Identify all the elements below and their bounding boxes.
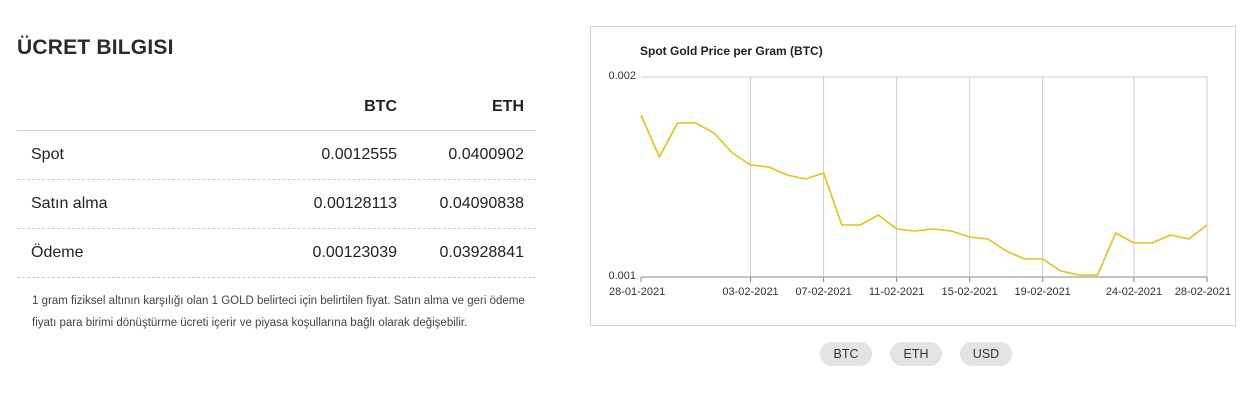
x-tick-label: 19-02-2021 xyxy=(1015,286,1071,298)
y-tick-label: 0.001 xyxy=(608,270,636,282)
header-eth: ETH xyxy=(492,98,524,115)
table-header-row: BTC ETH xyxy=(17,84,536,131)
chart-title: Spot Gold Price per Gram (BTC) xyxy=(640,44,823,58)
btc-value: 0.00123039 xyxy=(312,244,397,261)
chart-box: Spot Gold Price per Gram (BTC) 28-01-2021… xyxy=(590,26,1236,326)
x-tick-label: 15-02-2021 xyxy=(942,286,998,298)
y-tick-label: 0.002 xyxy=(608,70,636,82)
x-tick-label: 11-02-2021 xyxy=(869,286,924,298)
x-tick-label: 28-01-2021 xyxy=(609,286,665,298)
btc-button[interactable]: BTC xyxy=(820,342,872,366)
row-label: Ödeme xyxy=(31,244,84,261)
x-tick-label: 24-02-2021 xyxy=(1106,286,1162,298)
eth-value: 0.03928841 xyxy=(439,244,524,261)
row-label: Spot xyxy=(31,146,64,163)
usd-button[interactable]: USD xyxy=(960,342,1012,366)
btc-value: 0.0012555 xyxy=(321,146,397,163)
row-label: Satın alma xyxy=(31,195,108,212)
x-tick-label: 07-02-2021 xyxy=(795,286,851,298)
currency-buttons: BTC ETH USD xyxy=(820,342,1012,366)
table-row: Ödeme 0.00123039 0.03928841 xyxy=(17,229,536,278)
eth-value: 0.0400902 xyxy=(448,146,524,163)
price-line xyxy=(640,114,1208,276)
eth-button[interactable]: ETH xyxy=(890,342,942,366)
price-note: 1 gram fiziksel altının karşılığı olan 1… xyxy=(32,295,525,329)
page-title: ÜCRET BILGISI xyxy=(17,36,174,59)
price-table: BTC ETH Spot 0.0012555 0.0400902 Satın a… xyxy=(17,84,536,278)
btc-value: 0.00128113 xyxy=(313,195,397,212)
table-row: Spot 0.0012555 0.0400902 xyxy=(17,131,536,180)
table-row: Satın alma 0.00128113 0.04090838 xyxy=(17,180,536,229)
eth-value: 0.04090838 xyxy=(439,195,524,212)
gold-price-chart: Spot Gold Price per Gram (BTC) 28-01-2021… xyxy=(608,44,1231,298)
x-tick-label: 28-02-2021 xyxy=(1175,286,1231,298)
header-btc: BTC xyxy=(364,98,397,115)
x-tick-label: 03-02-2021 xyxy=(722,286,778,298)
